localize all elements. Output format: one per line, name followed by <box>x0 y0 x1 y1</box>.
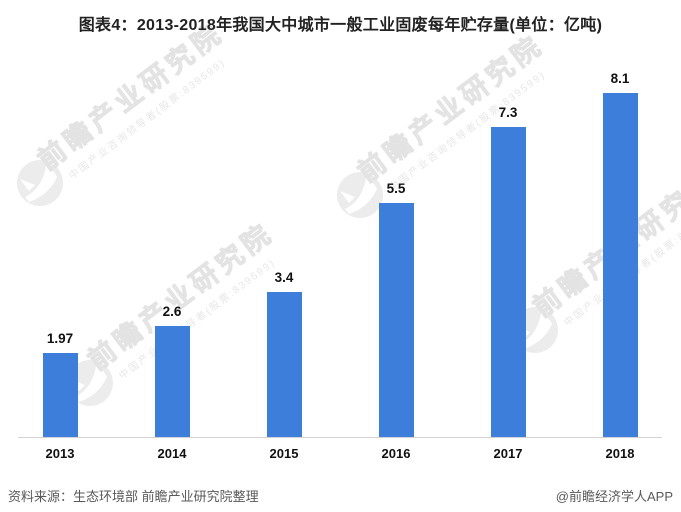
bar-2014 <box>154 326 190 437</box>
x-axis-label: 2013 <box>45 446 75 461</box>
x-axis-label: 2016 <box>381 446 411 461</box>
bar-group-2015: 3.4 <box>228 0 340 437</box>
x-axis-label: 2017 <box>493 446 523 461</box>
source-note: 资料来源：生态环境部 前瞻产业研究院整理 <box>8 489 259 504</box>
x-axis-label: 2015 <box>269 446 299 461</box>
bar-value-label: 8.1 <box>610 71 630 86</box>
chart-title: 图表4：2013-2018年我国大中城市一般工业固废每年贮存量(单位：亿吨) <box>78 17 603 34</box>
plot-area: 1.97 2.6 3.4 5.5 7.3 8.1 <box>4 0 676 437</box>
bar-value-label: 5.5 <box>386 181 406 196</box>
bar-group-2013: 1.97 <box>4 0 116 437</box>
x-axis-labels: 2013 2014 2015 2016 2017 2018 <box>4 446 676 461</box>
bar-group-2018: 8.1 <box>564 0 676 437</box>
bar-2015 <box>266 292 302 437</box>
bar-2013 <box>42 353 78 437</box>
bar-group-2017: 7.3 <box>452 0 564 437</box>
x-axis-line <box>18 437 662 438</box>
x-axis-label: 2014 <box>157 446 187 461</box>
bar-2017 <box>490 127 526 437</box>
bar-group-2016: 5.5 <box>340 0 452 437</box>
bar-2016 <box>378 203 414 437</box>
credit-note: @前瞻经济学人APP <box>555 489 673 504</box>
bar-value-label: 1.97 <box>46 331 74 346</box>
bar-group-2014: 2.6 <box>116 0 228 437</box>
bar-value-label: 2.6 <box>162 304 182 319</box>
bar-value-label: 7.3 <box>498 105 518 120</box>
x-axis-label: 2018 <box>605 446 635 461</box>
bar-value-label: 3.4 <box>274 270 294 285</box>
bar-2018 <box>602 93 638 437</box>
